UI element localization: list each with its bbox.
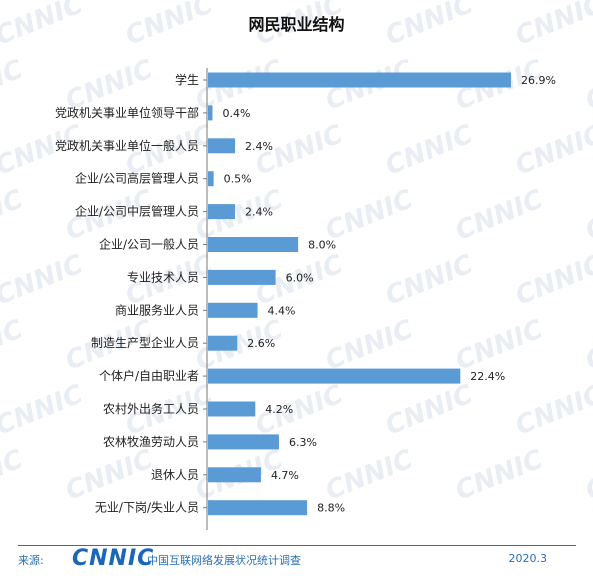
watermark-text: CNNIC xyxy=(581,184,593,246)
value-label: 4.2% xyxy=(265,403,293,416)
watermark-text: CNNIC xyxy=(581,444,593,506)
value-label: 2.4% xyxy=(245,140,273,153)
watermark-text: CNNIC xyxy=(581,54,593,116)
bar xyxy=(208,138,236,154)
bar xyxy=(208,335,238,351)
category-label: 农林牧渔劳动人员 xyxy=(103,435,199,449)
value-label: 6.3% xyxy=(289,436,317,449)
bar-chart: 学生党政机关事业单位领导干部党政机关事业单位一般人员企业/公司高层管理人员企业/… xyxy=(55,68,556,530)
value-label: 26.9% xyxy=(521,74,556,87)
category-label: 党政机关事业单位一般人员 xyxy=(55,138,199,153)
bar xyxy=(208,105,213,121)
bar xyxy=(208,401,256,417)
value-label: 4.7% xyxy=(271,469,299,482)
cnnic-logo: CNNIC xyxy=(72,546,155,571)
source-label: 来源: xyxy=(18,554,44,567)
value-label: 8.8% xyxy=(317,502,345,515)
value-label: 2.4% xyxy=(245,206,273,219)
value-label: 8.0% xyxy=(308,239,336,252)
bar xyxy=(208,72,511,88)
category-label: 农村外出务工人员 xyxy=(103,401,199,416)
bar xyxy=(208,434,279,450)
bar xyxy=(208,171,214,187)
category-label: 企业/公司高层管理人员 xyxy=(75,171,199,186)
value-label: 2.6% xyxy=(247,337,275,350)
category-label: 无业/下岗/失业人员 xyxy=(95,500,199,515)
value-label: 22.4% xyxy=(470,370,505,383)
chart-title: 网民职业结构 xyxy=(248,15,345,34)
value-label: 6.0% xyxy=(286,271,314,284)
value-label: 0.4% xyxy=(223,107,251,120)
bar xyxy=(208,500,308,516)
category-label: 党政机关事业单位领导干部 xyxy=(55,105,199,120)
bar xyxy=(208,302,258,318)
report-date: 2020.3 xyxy=(508,552,548,565)
category-label: 专业技术人员 xyxy=(127,269,199,284)
bar xyxy=(208,204,236,220)
bar xyxy=(208,467,261,483)
category-label: 商业服务业人员 xyxy=(115,302,199,317)
category-label: 企业/公司一般人员 xyxy=(99,237,199,252)
watermark-text: CNNIC xyxy=(581,314,593,376)
category-label: 个体户/自由职业者 xyxy=(99,368,199,383)
category-label: 学生 xyxy=(175,72,199,87)
value-label: 0.5% xyxy=(224,173,252,186)
bar xyxy=(208,237,299,252)
category-label: 制造生产型企业人员 xyxy=(91,335,199,350)
footer-divider xyxy=(18,545,576,546)
category-label: 退休人员 xyxy=(151,468,199,482)
source-text: 中国互联网络发展状况统计调查 xyxy=(147,554,301,567)
bar xyxy=(208,368,461,384)
category-label: 企业/公司中层管理人员 xyxy=(75,204,199,219)
bar xyxy=(208,269,276,285)
value-label: 4.4% xyxy=(268,304,296,317)
